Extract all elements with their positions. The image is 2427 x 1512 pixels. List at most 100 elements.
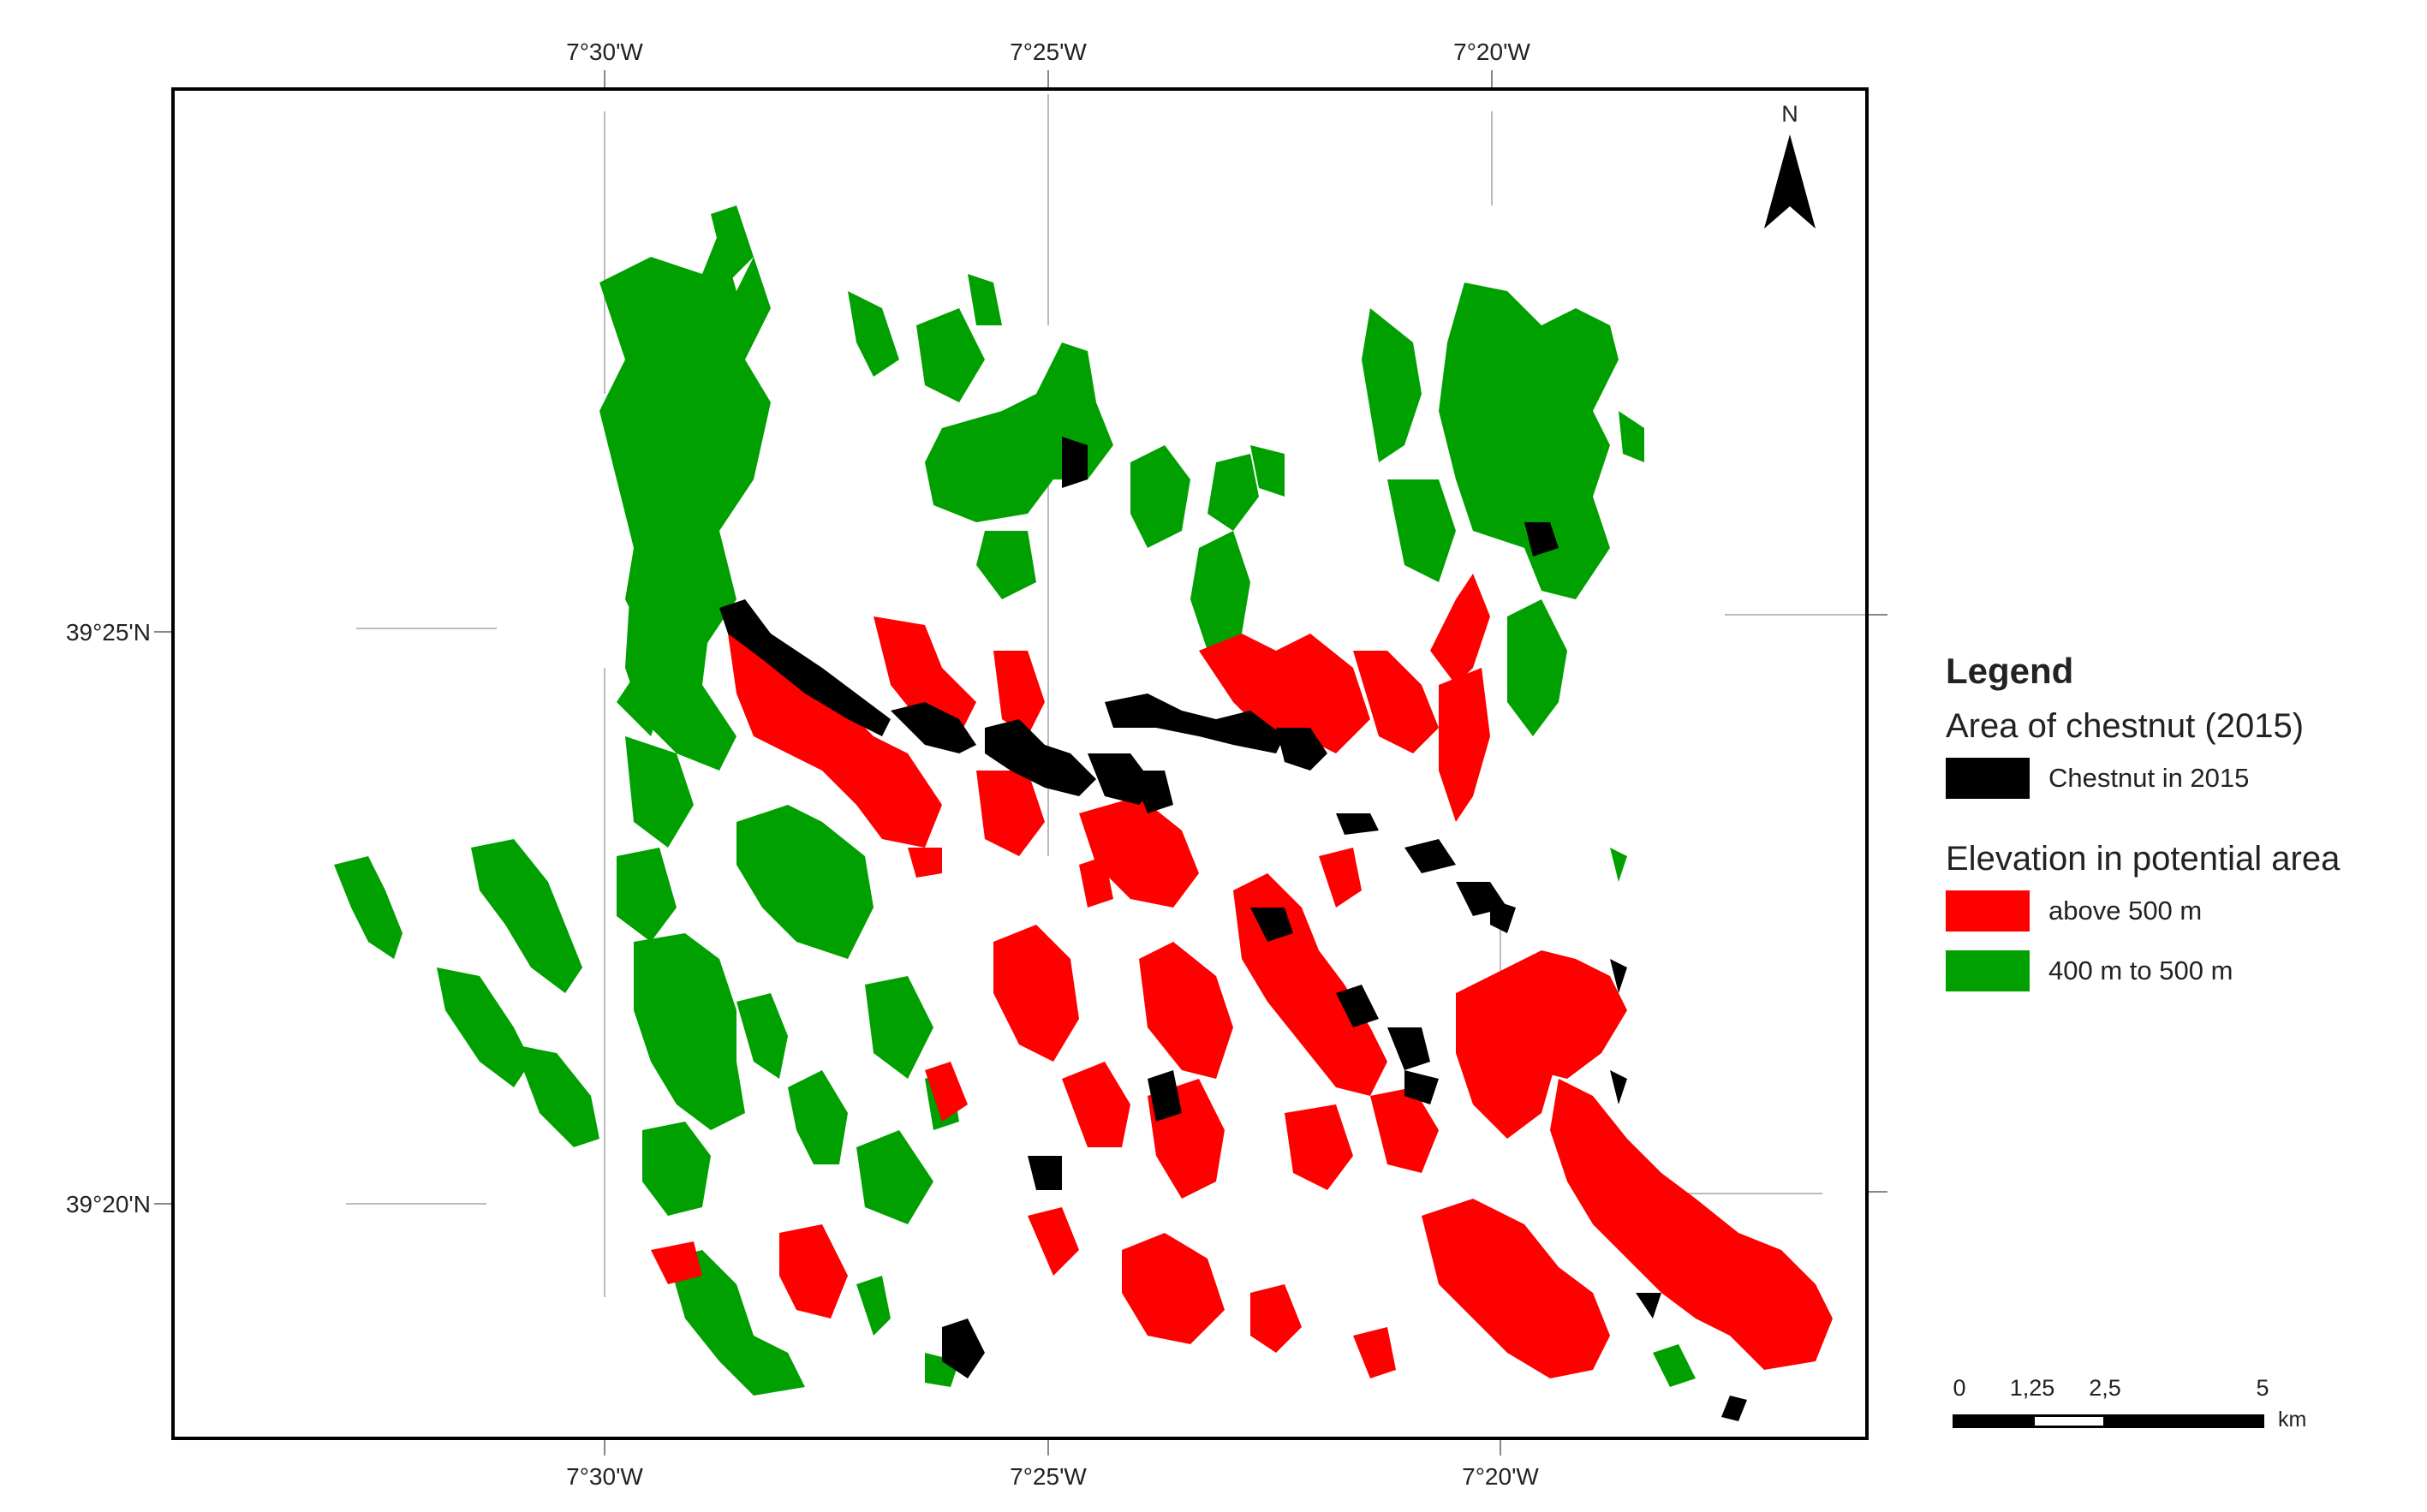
red-patch xyxy=(1079,796,1199,908)
green-patch xyxy=(334,856,403,959)
green-patch xyxy=(1507,599,1567,736)
chestnut-2015-areas xyxy=(719,437,1747,1421)
map-frame xyxy=(171,87,1869,1440)
scale-bar: 0 1,25 2,5 5 km xyxy=(1953,1375,2312,1435)
legend-swatch-400-500 xyxy=(1946,950,2030,991)
legend-group-chestnut-title: Area of chestnut (2015) xyxy=(1946,707,2305,745)
chestnut-patch xyxy=(1490,899,1516,933)
green-patch xyxy=(471,839,582,993)
green-patch xyxy=(1190,531,1250,651)
chestnut-patch xyxy=(1062,437,1088,488)
legend-row-400-500: 400 m to 500 m xyxy=(1946,950,2408,991)
legend: Legend Area of chestnut (2015) Chestnut … xyxy=(1946,651,2408,1010)
red-patch xyxy=(1439,668,1490,822)
green-patch xyxy=(788,1070,848,1164)
chestnut-patch xyxy=(1336,813,1379,835)
green-patch xyxy=(437,967,531,1087)
chestnut-patch xyxy=(1404,839,1456,873)
red-patch xyxy=(908,848,942,878)
green-patch xyxy=(642,1122,711,1216)
green-patch xyxy=(1387,479,1456,582)
scale-segment xyxy=(1953,1414,2032,1428)
green-patch xyxy=(968,274,1002,325)
chestnut-patch xyxy=(1250,908,1293,942)
chestnut-patch xyxy=(719,599,891,736)
green-patch xyxy=(916,308,985,402)
legend-group-elevation-title: Elevation in potential area xyxy=(1946,840,2341,878)
green-patch xyxy=(668,1250,805,1396)
chestnut-patch xyxy=(985,719,1096,796)
green-patch xyxy=(736,805,874,959)
red-patch xyxy=(1028,1207,1079,1276)
red-patch xyxy=(779,1224,848,1319)
top-tick-label: 7°30'W xyxy=(566,39,643,65)
green-patch xyxy=(736,993,788,1079)
chestnut-patch xyxy=(1028,1156,1062,1190)
left-tick-label: 39°20'N xyxy=(66,1191,151,1217)
green-patch xyxy=(1208,454,1259,531)
red-patch xyxy=(1122,1233,1225,1344)
green-patch xyxy=(856,1130,933,1224)
green-patch xyxy=(865,976,933,1079)
green-patch xyxy=(1653,1344,1696,1387)
green-patch xyxy=(1619,411,1644,462)
chestnut-patch xyxy=(1610,1070,1627,1104)
top-tick-label: 7°20'W xyxy=(1453,39,1530,65)
green-patch xyxy=(976,531,1036,599)
chestnut-patch xyxy=(1336,985,1379,1027)
green-patch xyxy=(1439,283,1619,599)
red-patch xyxy=(1139,942,1233,1079)
top-tick-label: 7°25'W xyxy=(1010,39,1087,65)
north-label: N xyxy=(1781,101,1798,127)
bottom-tick-label: 7°25'W xyxy=(1010,1463,1087,1490)
scale-label: 0 xyxy=(1953,1375,1966,1401)
red-patch xyxy=(993,651,1045,736)
legend-label-chestnut: Chestnut in 2015 xyxy=(2048,763,2250,793)
legend-swatch-above-500 xyxy=(1946,890,2030,932)
chestnut-patch xyxy=(1130,771,1173,813)
chestnut-patch xyxy=(1404,1070,1439,1104)
chestnut-patch xyxy=(1387,1027,1430,1070)
legend-row-above-500: above 500 m xyxy=(1946,890,2408,932)
green-patch xyxy=(856,1276,891,1336)
elevation-above-500-areas xyxy=(651,574,1833,1378)
green-patch xyxy=(514,1045,599,1147)
green-patch xyxy=(625,582,736,771)
elevation-400-500-areas xyxy=(334,205,1696,1396)
green-patch xyxy=(634,933,745,1130)
legend-title: Legend xyxy=(1946,651,2074,691)
red-patch xyxy=(1422,1199,1610,1378)
chestnut-patch xyxy=(1148,1070,1182,1122)
scale-segment xyxy=(2105,1414,2264,1428)
red-patch xyxy=(1353,1327,1396,1378)
green-patch xyxy=(625,736,694,848)
red-patch xyxy=(1353,651,1439,753)
north-arrow-icon xyxy=(1764,134,1816,229)
red-patch xyxy=(1079,856,1113,908)
red-patch xyxy=(993,925,1079,1062)
chestnut-patch xyxy=(1636,1293,1661,1319)
green-patch xyxy=(1250,445,1285,497)
red-patch xyxy=(1319,848,1362,908)
bottom-tick-label: 7°30'W xyxy=(566,1463,643,1490)
chestnut-patch xyxy=(1524,522,1559,557)
red-patch xyxy=(925,1062,968,1122)
red-patch xyxy=(651,1241,702,1284)
scale-segment xyxy=(2032,1414,2106,1428)
chestnut-patch xyxy=(942,1319,985,1378)
green-patch xyxy=(1362,308,1422,462)
red-patch xyxy=(1285,1104,1353,1190)
scale-label: 2,5 xyxy=(2089,1375,2121,1401)
red-patch xyxy=(1490,950,1627,1079)
chestnut-patch xyxy=(1105,693,1285,753)
legend-swatch-chestnut xyxy=(1946,758,2030,799)
green-patch xyxy=(617,848,677,942)
green-patch xyxy=(1130,445,1190,548)
legend-label-above-500: above 500 m xyxy=(2048,896,2203,926)
green-patch xyxy=(711,205,754,283)
red-patch xyxy=(1199,634,1370,753)
chestnut-patch xyxy=(1276,728,1327,771)
chestnut-patch xyxy=(1610,959,1627,993)
scale-unit: km xyxy=(2278,1408,2307,1432)
legend-row-chestnut: Chestnut in 2015 xyxy=(1946,758,2408,799)
